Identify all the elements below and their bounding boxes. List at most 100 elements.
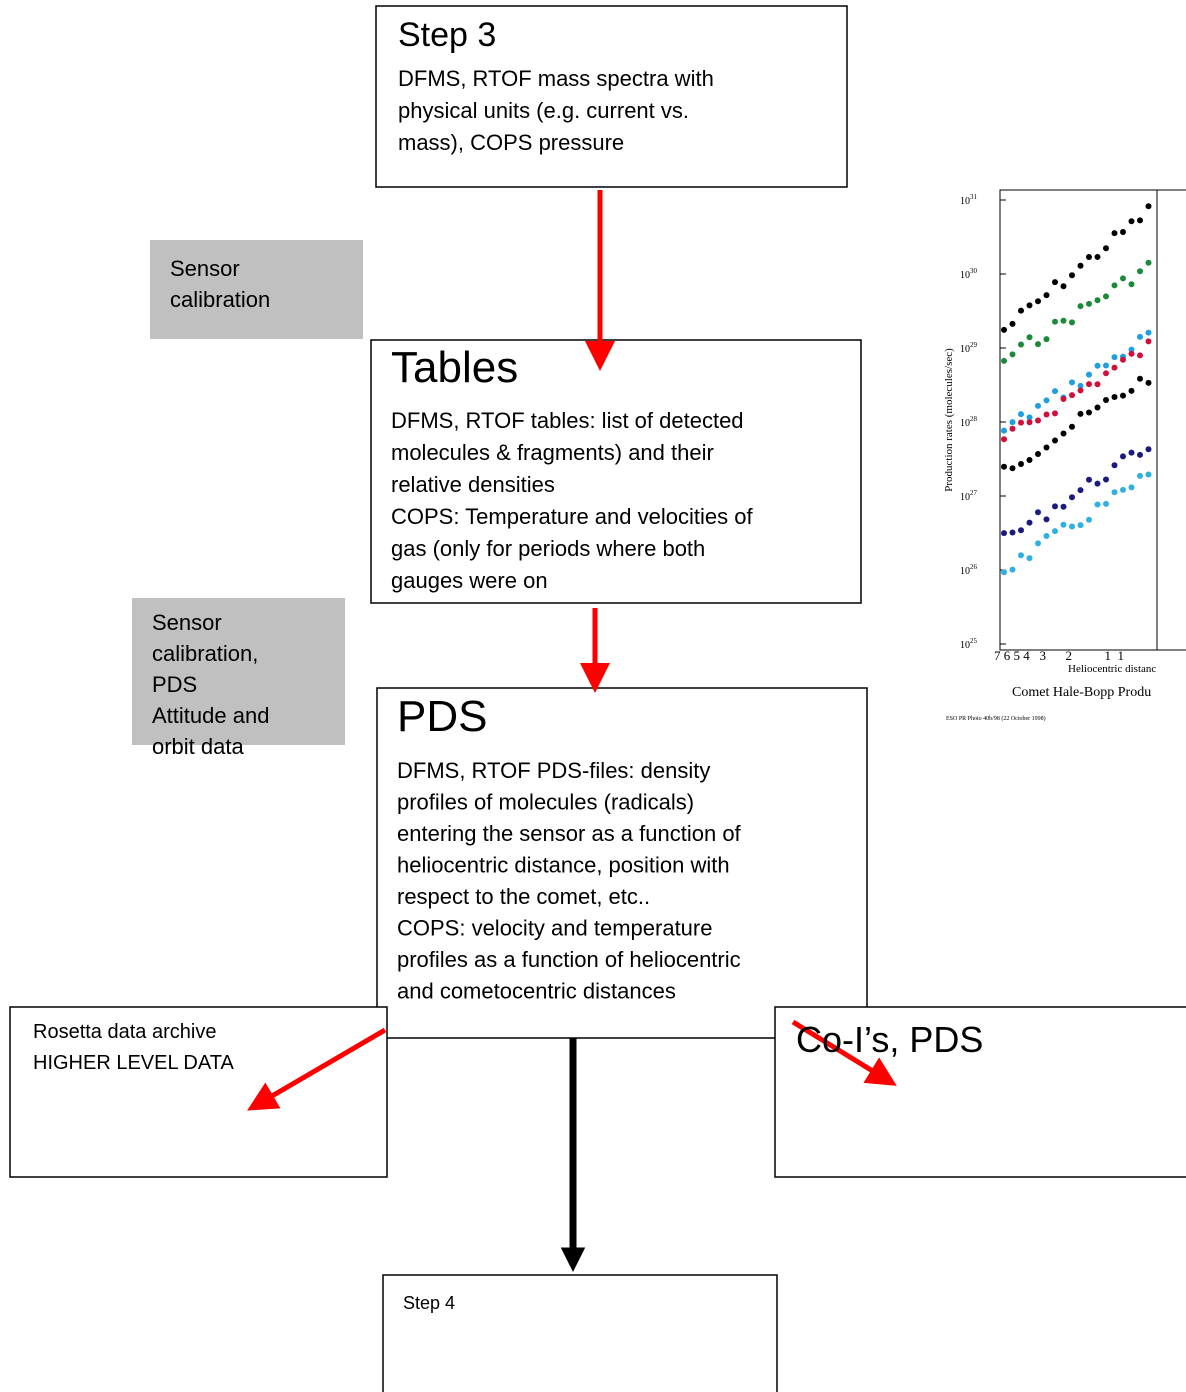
image-dot — [1094, 362, 1101, 369]
image-dot — [1111, 230, 1118, 237]
image-dot — [1060, 283, 1067, 290]
image-dot — [1043, 292, 1050, 299]
image-dot — [1128, 346, 1135, 353]
image-dot — [1001, 569, 1007, 576]
image-dot — [1128, 281, 1135, 288]
image-dot — [1052, 388, 1058, 395]
image-dot — [1128, 484, 1135, 491]
image-dot — [1035, 450, 1041, 457]
image-dot — [1043, 444, 1050, 451]
image-dot — [1052, 279, 1058, 286]
image-dot — [1060, 317, 1067, 324]
image-dot — [1094, 480, 1101, 487]
image-dot — [1086, 371, 1092, 378]
image-dot — [1103, 362, 1109, 369]
image-dot — [1009, 351, 1016, 358]
node-box — [370, 339, 862, 604]
node-title: PDS — [397, 692, 487, 741]
node-title: Tables — [391, 343, 518, 392]
image-dot — [1145, 471, 1152, 478]
image-dot — [1052, 437, 1058, 444]
image-dot — [1103, 293, 1109, 300]
node-text: respect to the comet, etc.. — [397, 884, 650, 909]
image-dot — [1052, 503, 1058, 510]
image-dot — [1060, 503, 1067, 510]
image-dot — [1128, 449, 1135, 456]
image-credit: ESO PR Photo 40b/98 (22 October 1998) — [946, 715, 1046, 722]
arrow — [791, 1019, 897, 1086]
image-dot — [1103, 476, 1109, 483]
image-dot — [1001, 357, 1007, 364]
image-dot — [1026, 555, 1033, 562]
image-dot — [1086, 381, 1092, 388]
tick-exp: 25 — [970, 637, 978, 645]
node-text: relative densities — [391, 472, 555, 497]
node-text: Rosetta data archive — [33, 1021, 216, 1043]
image-axis-label: Production rates (molecules/sec) — [943, 348, 955, 492]
image-dot — [1009, 425, 1016, 432]
image-dot — [1145, 203, 1152, 210]
node-text: and cometocentric distances — [397, 979, 676, 1004]
image-dot — [1026, 519, 1033, 526]
image-dot — [1086, 516, 1092, 523]
image-dot — [1120, 228, 1126, 235]
node-text: DFMS, RTOF tables: list of detected — [391, 408, 744, 433]
image-dot — [1077, 410, 1084, 417]
node-text: entering the sensor as a function of — [397, 821, 742, 846]
image-dot — [1009, 529, 1016, 536]
image-dot — [1018, 419, 1024, 426]
image-dot — [1009, 419, 1016, 426]
image-dot — [1094, 381, 1101, 388]
note-text: Sensor — [170, 256, 240, 281]
image-axis-label: Heliocentric distanc — [1068, 663, 1156, 675]
image-dot — [1001, 463, 1007, 470]
image-caption: Comet Hale-Bopp Produ — [1012, 685, 1151, 700]
image-dot — [1026, 414, 1033, 421]
tick-base: 10 — [960, 640, 970, 651]
node-text: molecules & fragments) and their — [391, 440, 714, 465]
image-dot — [1103, 370, 1109, 377]
node-box — [9, 1006, 388, 1178]
node-text: gas (only for periods where both — [391, 536, 705, 561]
note-text: Attitude and — [152, 703, 269, 728]
image-dot — [1043, 516, 1050, 523]
image-dot — [1069, 272, 1075, 279]
image-dot — [1077, 387, 1084, 394]
image-dot — [1001, 427, 1007, 434]
image-dot — [1060, 430, 1067, 437]
image-dot — [1094, 501, 1101, 508]
image-dot — [1026, 334, 1033, 341]
image-dot — [1111, 364, 1118, 371]
image-dot — [1043, 336, 1050, 343]
image-dot — [1145, 329, 1152, 336]
node-text: COPS: Temperature and velocities of — [391, 504, 753, 529]
tick-exp: 30 — [970, 267, 978, 275]
image-dot — [1018, 527, 1024, 534]
image-dot — [1069, 319, 1075, 326]
image-dot — [1137, 352, 1143, 359]
tick-exp: 31 — [970, 193, 978, 201]
image-dot — [1128, 218, 1135, 225]
tick-base: 10 — [960, 566, 970, 577]
note-text: calibration, — [152, 641, 258, 666]
image-dot — [1086, 409, 1092, 416]
node-text: gauges were on — [391, 568, 548, 593]
image-dot — [1018, 307, 1024, 314]
image-dot — [1077, 522, 1084, 529]
image-dot — [1094, 404, 1101, 411]
node-box — [382, 1274, 778, 1392]
image-dot — [1018, 461, 1024, 468]
note-box — [150, 240, 363, 339]
node-text: DFMS, RTOF PDS-files: density — [397, 758, 710, 783]
image-dot — [1018, 341, 1024, 348]
tick-exp: 26 — [970, 563, 978, 571]
image-dot — [1077, 303, 1084, 310]
image-dot — [1035, 509, 1041, 516]
image-tick-label: 1027 — [960, 489, 978, 503]
image-dot — [1026, 457, 1033, 464]
note-text: calibration — [170, 287, 270, 312]
image-dot — [1043, 397, 1050, 404]
